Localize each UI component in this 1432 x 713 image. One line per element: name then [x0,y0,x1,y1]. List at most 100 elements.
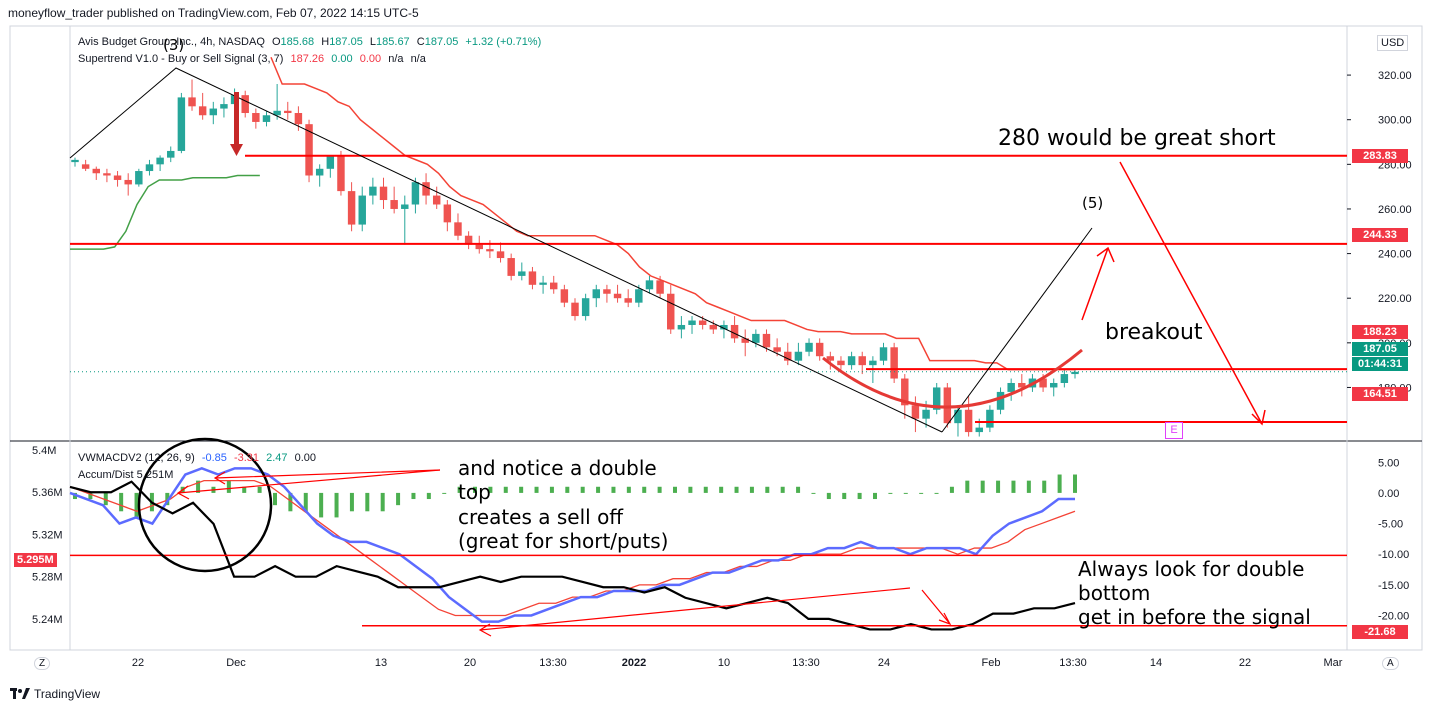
earnings-marker[interactable]: E [1165,422,1183,439]
candle-body [975,427,983,433]
currency-button[interactable]: USD [1377,35,1409,51]
time-tick-label: 14 [1150,657,1162,669]
price-badge-188: 188.23 [1352,325,1408,339]
candle-body [698,320,707,325]
candle-body [550,282,558,290]
time-tick-label: 10 [718,657,730,669]
candle-body [784,351,792,361]
indicator-value-4: n/a [388,53,404,65]
price-tick-label: 300.00 [1378,115,1412,127]
candle-body [113,175,122,180]
candle-body [198,106,207,116]
histogram-bar [396,492,401,506]
histogram-bar [673,486,677,493]
histogram-bar [365,492,370,512]
candle-body [996,391,1005,410]
accum-tick-label: 5.4M [32,445,56,457]
histogram-bar [934,492,939,494]
candle-body [730,324,739,339]
price-badge-244: 244.33 [1352,228,1408,242]
vwmacd-value-1: -0.85 [201,452,227,464]
published-caption: moneyflow_trader published on TradingVie… [8,6,419,20]
candle-body [826,356,835,361]
candle-body [581,298,590,317]
candle-body [528,271,537,285]
candle-body [252,113,260,122]
histogram-bar [1026,480,1031,493]
histogram-bar [242,486,247,493]
price-badge-283: 283.83 [1352,149,1408,163]
candle-body [305,124,313,176]
indicator-value-5: n/a [410,53,426,65]
candle-body [209,108,218,116]
accum-badge: 5.295M [14,553,57,567]
candle-body [922,409,930,419]
candle-body [284,110,292,114]
double-bottom-note-1: Always look for double [1078,557,1305,581]
histogram-bar [765,486,770,493]
histogram-bar [642,486,647,493]
candle-body [624,298,632,303]
candle-body [347,191,356,225]
accum-tick-label: 5.32M [32,529,63,541]
candle-body [135,171,143,185]
candle-body [507,258,515,276]
histogram-bar [519,486,524,493]
histogram-bar [442,492,447,494]
candle-body [177,97,186,151]
histogram-bar [349,492,354,512]
candle-body [103,173,111,176]
histogram-bar [1073,474,1077,493]
time-tick-label: 22 [1239,657,1251,669]
candle-body [688,320,696,325]
histogram-bar [426,492,431,500]
histogram-bar [949,486,954,493]
candle-body [518,271,526,276]
candle-body [156,157,164,165]
candle-body [592,289,600,299]
open-value: 185.68 [280,36,315,48]
time-tick-label: Dec [226,657,246,669]
zoom-reset-button[interactable]: Z [34,657,51,670]
tradingview-logo-icon [10,688,30,699]
osc-tick-label: 0.00 [1378,488,1399,500]
candle-body [901,378,909,406]
candle-body [709,324,718,330]
footer-brand: TradingView [34,687,101,701]
time-tick-label: 20 [464,657,476,669]
candle-body [220,104,228,109]
histogram-bar [873,492,877,500]
candle-body [773,347,781,352]
candle-body [720,324,728,330]
indicator-value-1: 187.26 [290,53,325,65]
histogram-bar [1011,480,1016,493]
histogram-bar [596,486,601,493]
double-bottom-note-3: get in before the signal [1078,605,1311,629]
high-value: 187.05 [329,36,363,48]
candle-body [369,186,377,196]
histogram-bar [165,492,170,506]
close-label: C [416,36,425,48]
candle-body [805,342,813,352]
double-top-note-1: and notice a double [458,456,657,480]
histogram-bar [842,492,847,500]
candle-body [943,387,952,424]
candle-body [294,113,303,125]
histogram-bar [703,486,708,493]
candle-body [167,150,175,158]
candle-body [1018,382,1026,388]
osc-tick-label: -15.00 [1378,580,1409,592]
histogram-bar [965,480,970,493]
time-tick-label: 2022 [622,657,646,669]
footer: TradingView [10,687,100,701]
candle-body [869,360,877,366]
auto-scale-button[interactable]: A [1382,657,1399,670]
histogram-bar [196,480,201,493]
short-arrow [1119,161,1266,426]
double-bottom-note-2: bottom [1078,581,1151,605]
candle-body [241,95,249,114]
double-bottom-arrow-1 [478,587,911,637]
histogram-bar [119,492,124,512]
double-top-arrow-1 [213,469,441,485]
